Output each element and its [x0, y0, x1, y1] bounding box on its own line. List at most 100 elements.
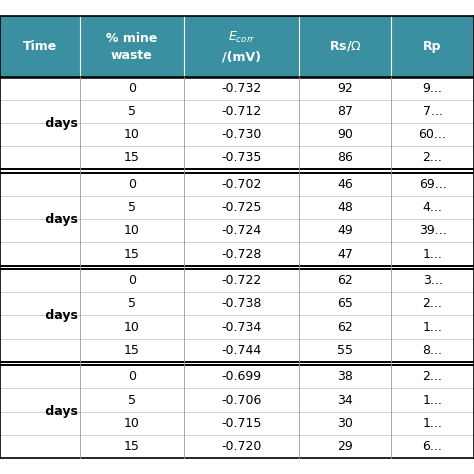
Text: -0.702: -0.702	[221, 178, 262, 191]
Bar	[184, 16, 299, 77]
Text: 62: 62	[337, 320, 353, 334]
Bar	[80, 389, 184, 412]
Text: % mine: % mine	[106, 32, 157, 46]
Bar	[391, 173, 474, 196]
Bar	[391, 196, 474, 219]
Bar	[299, 196, 391, 219]
Bar	[0, 16, 80, 77]
Bar	[80, 196, 184, 219]
Bar	[299, 435, 391, 458]
Text: -0.724: -0.724	[221, 224, 262, 237]
Bar	[80, 316, 184, 339]
Text: 5: 5	[128, 297, 136, 310]
Text: -0.722: -0.722	[221, 274, 262, 287]
Bar	[299, 389, 391, 412]
Bar	[0, 389, 80, 412]
Bar	[391, 389, 474, 412]
Text: 30: 30	[337, 417, 353, 430]
Text: 0: 0	[128, 274, 136, 287]
Text: -0.732: -0.732	[221, 82, 262, 95]
Bar	[80, 100, 184, 123]
Bar	[391, 123, 474, 146]
Text: 1...: 1...	[423, 320, 442, 334]
Bar	[184, 173, 299, 196]
Text: days: days	[41, 213, 78, 226]
Text: -0.715: -0.715	[221, 417, 262, 430]
Bar	[184, 389, 299, 412]
Bar	[391, 339, 474, 362]
Bar	[391, 219, 474, 243]
Bar	[391, 100, 474, 123]
Bar	[391, 365, 474, 389]
Bar	[299, 123, 391, 146]
Text: 29: 29	[337, 440, 353, 453]
Text: 90: 90	[337, 128, 353, 141]
Text: 5: 5	[128, 105, 136, 118]
Text: 2...: 2...	[423, 370, 442, 383]
Bar	[0, 219, 80, 243]
Text: 15: 15	[124, 151, 140, 164]
Text: -0.725: -0.725	[221, 201, 262, 214]
Bar	[80, 292, 184, 316]
Text: 0: 0	[128, 82, 136, 95]
Bar	[184, 146, 299, 170]
Bar	[184, 196, 299, 219]
Text: days: days	[41, 405, 78, 418]
Text: 47: 47	[337, 247, 353, 261]
Text: -0.734: -0.734	[221, 320, 262, 334]
Bar	[80, 16, 184, 77]
Bar	[184, 219, 299, 243]
Bar	[184, 123, 299, 146]
Bar	[0, 339, 80, 362]
Text: /(mV): /(mV)	[222, 50, 261, 63]
Text: 60...: 60...	[419, 128, 447, 141]
Bar	[299, 100, 391, 123]
Text: 34: 34	[337, 393, 353, 407]
Text: Rp: Rp	[423, 40, 442, 53]
Bar	[184, 365, 299, 389]
Bar	[184, 292, 299, 316]
Text: 38: 38	[337, 370, 353, 383]
Text: -0.738: -0.738	[221, 297, 262, 310]
Text: 65: 65	[337, 297, 353, 310]
Bar	[80, 339, 184, 362]
Bar	[299, 316, 391, 339]
Text: -0.735: -0.735	[221, 151, 262, 164]
Bar	[184, 435, 299, 458]
Bar	[80, 146, 184, 170]
Bar	[0, 316, 80, 339]
Bar	[80, 435, 184, 458]
Bar	[299, 16, 391, 77]
Text: days: days	[41, 117, 78, 129]
Text: 69...: 69...	[419, 178, 447, 191]
Text: 10: 10	[124, 224, 140, 237]
Text: -0.720: -0.720	[221, 440, 262, 453]
Text: 4...: 4...	[423, 201, 442, 214]
Bar	[391, 316, 474, 339]
Bar	[391, 269, 474, 292]
Bar	[80, 123, 184, 146]
Bar	[80, 219, 184, 243]
Bar	[80, 77, 184, 100]
Bar	[299, 365, 391, 389]
Bar	[80, 173, 184, 196]
Text: 15: 15	[124, 440, 140, 453]
Text: 0: 0	[128, 178, 136, 191]
Bar	[184, 100, 299, 123]
Text: waste: waste	[111, 49, 153, 62]
Bar	[391, 243, 474, 266]
Text: 15: 15	[124, 344, 140, 357]
Text: -0.712: -0.712	[221, 105, 262, 118]
Bar	[299, 77, 391, 100]
Bar	[0, 173, 80, 196]
Bar	[299, 339, 391, 362]
Text: 86: 86	[337, 151, 353, 164]
Bar	[0, 123, 80, 146]
Text: -0.706: -0.706	[221, 393, 262, 407]
Text: 87: 87	[337, 105, 353, 118]
Bar	[80, 269, 184, 292]
Text: Rs/$\Omega$: Rs/$\Omega$	[329, 39, 362, 53]
Bar	[184, 412, 299, 435]
Bar	[299, 269, 391, 292]
Text: -0.744: -0.744	[221, 344, 262, 357]
